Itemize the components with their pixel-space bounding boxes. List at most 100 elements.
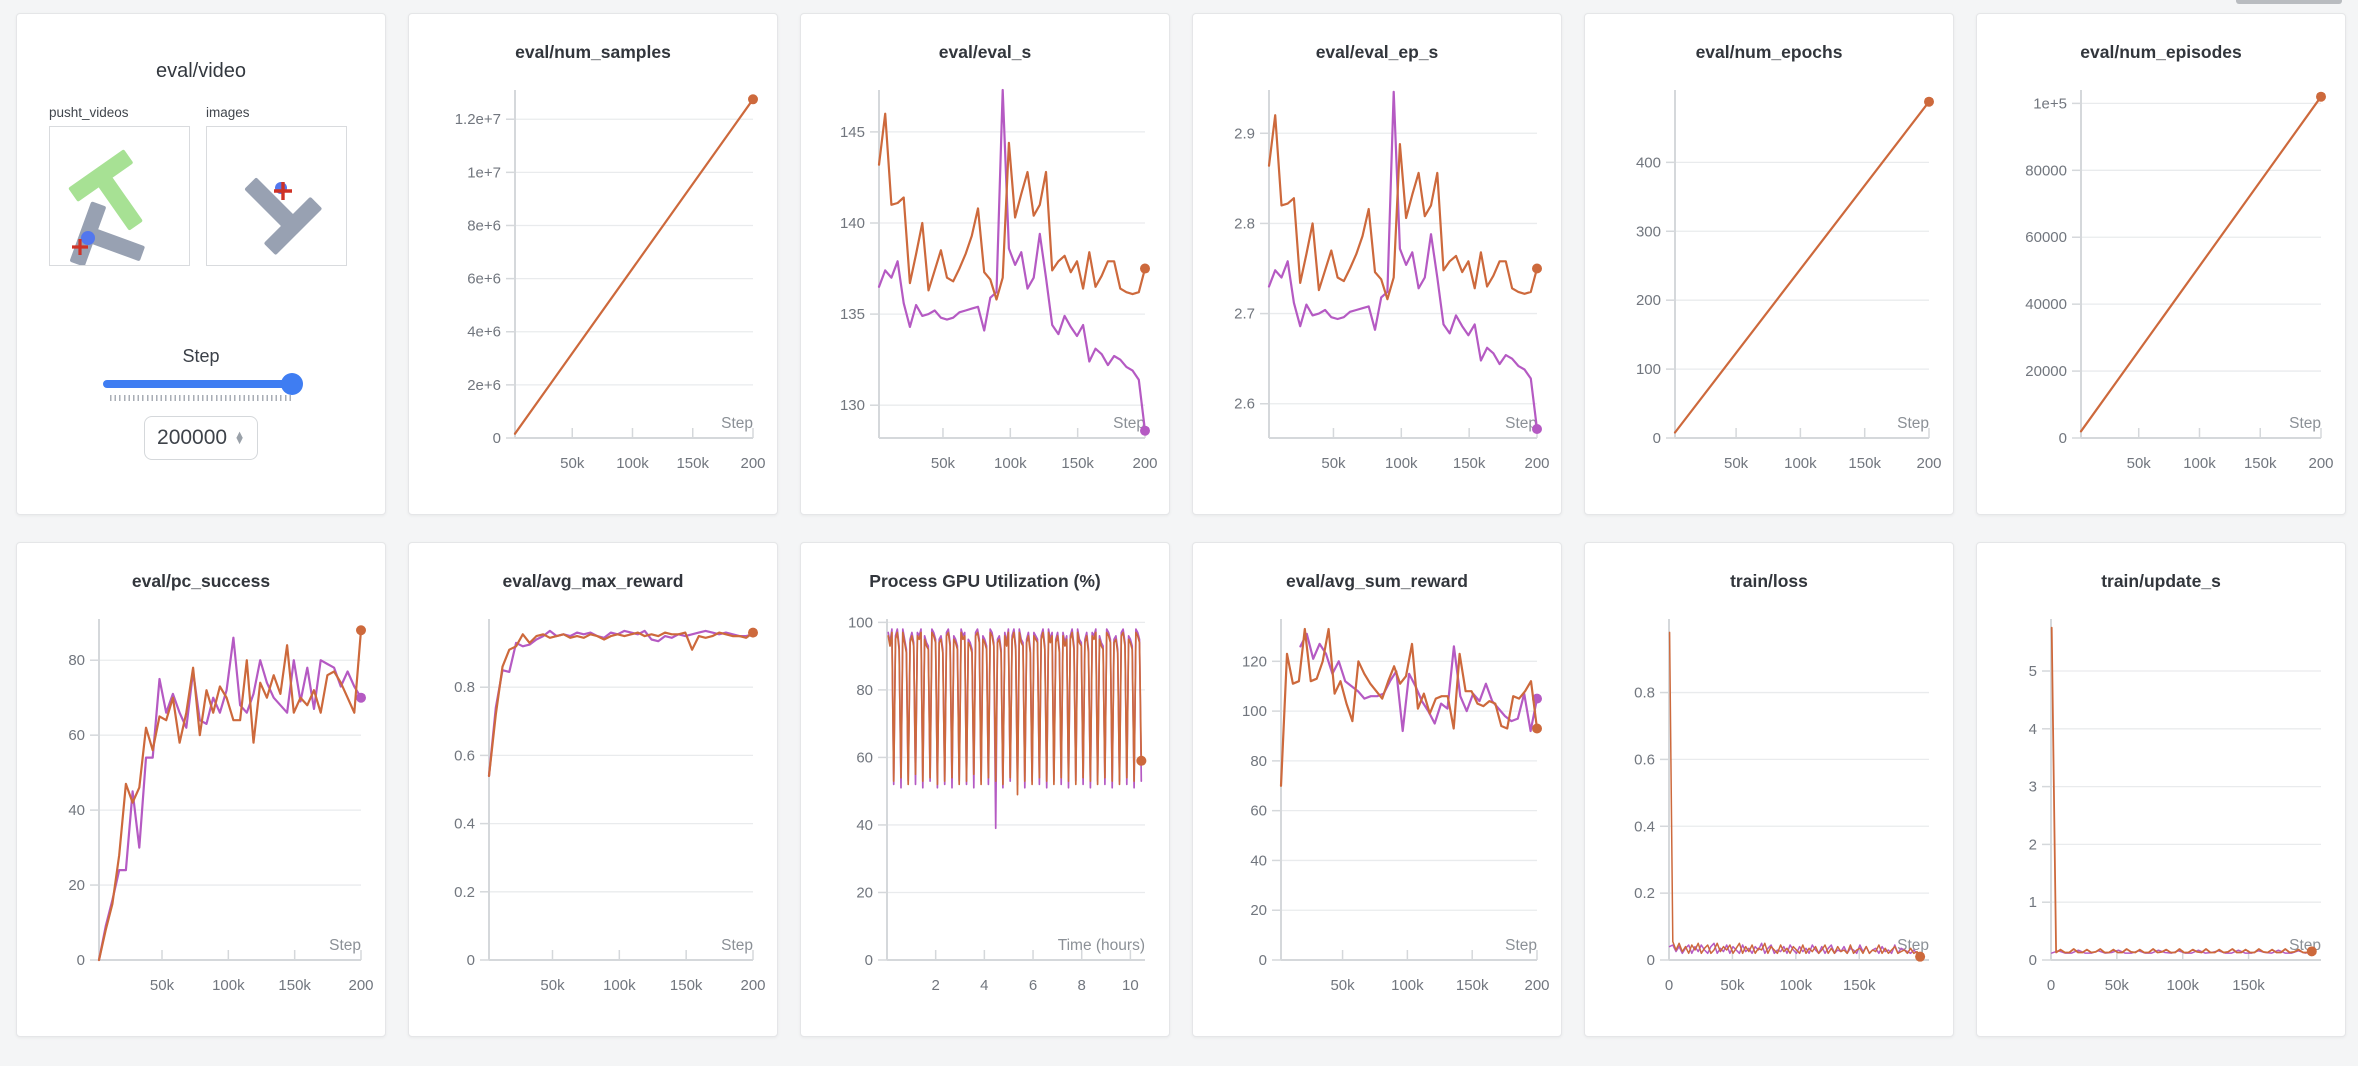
video-thumbnail-pusht[interactable] <box>49 126 190 267</box>
step-slider-label: Step <box>182 346 220 366</box>
svg-text:0: 0 <box>77 952 85 969</box>
panel-eval-eval-ep-s: eval/eval_ep_s 2.6 2.7 2.8 2.9 50k 100k 150k 20… <box>1192 13 1562 515</box>
svg-text:40: 40 <box>68 802 85 819</box>
chart-title: train/update_s <box>2101 571 2221 591</box>
svg-text:100k: 100k <box>2166 977 2199 994</box>
svg-text:0: 0 <box>1259 952 1267 969</box>
svg-text:60000: 60000 <box>2025 229 2067 246</box>
svg-text:50k: 50k <box>560 455 585 472</box>
chart-plot[interactable]: 0 20 40 60 80 100 120 50k 100k 150k 200 Step <box>1193 605 1561 1030</box>
svg-text:0: 0 <box>2047 977 2055 994</box>
svg-text:2.9: 2.9 <box>1234 125 1255 142</box>
svg-text:135: 135 <box>840 306 865 323</box>
svg-text:8: 8 <box>1078 977 1086 994</box>
panel-eval-num-epochs: eval/num_epochs 0 100 200 300 400 50k 100k 150k… <box>1584 13 1954 515</box>
svg-text:0: 0 <box>1647 952 1655 969</box>
panel-eval-avg-max-reward: eval/avg_max_reward 0 0.2 0.4 0.6 0.8 50k 100k… <box>408 542 778 1037</box>
svg-text:0.4: 0.4 <box>1634 818 1655 835</box>
svg-text:0: 0 <box>1665 977 1673 994</box>
chart-title: Process GPU Utilization (%) <box>869 571 1101 591</box>
svg-text:150k: 150k <box>2232 977 2265 994</box>
svg-text:2: 2 <box>2029 836 2037 853</box>
chart-plot[interactable]: 0 2e+6 4e+6 6e+6 8e+6 1e+7 1.2e+7 50k 100k 150k 20… <box>409 76 777 508</box>
svg-text:150k: 150k <box>1061 455 1094 472</box>
svg-text:200: 200 <box>1524 977 1549 994</box>
svg-text:2.8: 2.8 <box>1234 215 1255 232</box>
chart-plot[interactable]: 2.6 2.7 2.8 2.9 50k 100k 150k 200 Step <box>1193 76 1561 508</box>
panel-title: eval/video <box>155 60 247 82</box>
svg-text:0.4: 0.4 <box>454 816 475 833</box>
svg-text:150k: 150k <box>278 977 311 994</box>
svg-text:200: 200 <box>740 455 765 472</box>
svg-text:20000: 20000 <box>2025 363 2067 380</box>
chart-plot[interactable]: 0 100 200 300 400 50k 100k 150k 200 Step <box>1585 76 1953 508</box>
svg-text:Step: Step <box>721 937 753 954</box>
step-value-input[interactable]: 200000 ▲ ▼ <box>144 416 258 460</box>
svg-text:200: 200 <box>1132 455 1157 472</box>
svg-text:Step: Step <box>721 415 753 432</box>
svg-text:145: 145 <box>840 124 865 141</box>
svg-text:100k: 100k <box>212 977 245 994</box>
svg-text:2e+6: 2e+6 <box>467 377 501 394</box>
panel-gpu-utilization: Process GPU Utilization (%) 0 20 40 60 80 100… <box>800 542 1170 1037</box>
step-value: 200000 <box>157 426 228 449</box>
chart-plot[interactable]: 0 0.2 0.4 0.6 0.8 50k 100k 150k 200 Step <box>409 605 777 1030</box>
svg-text:200: 200 <box>1916 455 1941 472</box>
svg-text:1: 1 <box>2029 894 2037 911</box>
svg-text:6e+6: 6e+6 <box>467 271 501 288</box>
panel-eval-num-samples: eval/num_samples 0 2e+6 4e+6 6e+6 8e+6 1e+7 1.… <box>408 13 778 515</box>
svg-text:150k: 150k <box>2244 455 2277 472</box>
chart-title: train/loss <box>1730 571 1808 591</box>
svg-text:1.2e+7: 1.2e+7 <box>455 111 501 128</box>
svg-text:80: 80 <box>68 652 85 669</box>
svg-text:0: 0 <box>865 952 873 969</box>
horizontal-scrollbar-thumb[interactable] <box>2236 0 2342 4</box>
chart-plot[interactable]: 0 20 40 60 80 100 2 4 6 8 10 Time (hours) <box>801 605 1169 1030</box>
svg-text:100k: 100k <box>616 455 649 472</box>
svg-text:20: 20 <box>68 877 85 894</box>
chart-plot[interactable]: 0 1 2 3 4 5 0 50k 100k 150k Step <box>1977 605 2345 1030</box>
svg-text:Step: Step <box>1113 415 1145 432</box>
svg-text:100k: 100k <box>2183 455 2216 472</box>
svg-text:150k: 150k <box>670 977 703 994</box>
svg-text:120: 120 <box>1242 653 1267 670</box>
step-slider[interactable] <box>103 373 303 395</box>
svg-text:200: 200 <box>2308 455 2333 472</box>
chart-plot[interactable]: 130 135 140 145 50k 100k 150k 200 Step <box>801 76 1169 508</box>
svg-text:3: 3 <box>2029 779 2037 796</box>
svg-text:0.8: 0.8 <box>1634 685 1655 702</box>
svg-text:10: 10 <box>1122 977 1139 994</box>
pusht-video-frame <box>68 149 145 267</box>
image-thumbnail-images[interactable] <box>206 126 347 266</box>
panel-eval-num-episodes: eval/num_episodes 0 20000 40000 60000 80000 1… <box>1976 13 2346 515</box>
svg-text:0: 0 <box>1653 430 1661 447</box>
chart-plot[interactable]: 0 0.2 0.4 0.6 0.8 0 50k 100k 150k Step <box>1585 605 1953 1030</box>
stepper-arrows-icon[interactable]: ▲ ▼ <box>234 429 245 447</box>
svg-text:400: 400 <box>1636 154 1661 171</box>
images-frame <box>245 178 322 255</box>
slider-thumb[interactable] <box>281 373 303 395</box>
svg-text:2.6: 2.6 <box>1234 396 1255 413</box>
svg-text:50k: 50k <box>150 977 175 994</box>
svg-text:100k: 100k <box>1385 455 1418 472</box>
svg-text:0: 0 <box>493 430 501 447</box>
svg-text:50k: 50k <box>931 455 956 472</box>
svg-text:300: 300 <box>1636 223 1661 240</box>
svg-text:40: 40 <box>1250 852 1267 869</box>
svg-text:Step: Step <box>1505 937 1537 954</box>
svg-text:100k: 100k <box>994 455 1027 472</box>
svg-text:20: 20 <box>856 884 873 901</box>
panel-eval-eval-s: eval/eval_s 130 135 140 145 50k 100k 150k 200 St… <box>800 13 1170 515</box>
svg-text:100k: 100k <box>603 977 636 994</box>
svg-text:4: 4 <box>980 977 988 994</box>
chart-plot[interactable]: 0 20000 40000 60000 80000 1e+5 50k 100k 150k 200 S… <box>1977 76 2345 508</box>
svg-text:60: 60 <box>856 749 873 766</box>
svg-text:130: 130 <box>840 397 865 414</box>
svg-text:50k: 50k <box>1321 455 1346 472</box>
svg-text:4: 4 <box>2029 721 2037 738</box>
chart-plot[interactable]: 0 20 40 60 80 50k 100k 150k 200 Step <box>17 605 385 1030</box>
chart-title: eval/num_episodes <box>2080 42 2242 62</box>
svg-text:4e+6: 4e+6 <box>467 324 501 341</box>
